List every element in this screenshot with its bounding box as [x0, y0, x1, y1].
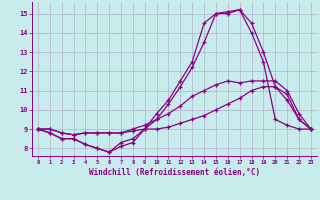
X-axis label: Windchill (Refroidissement éolien,°C): Windchill (Refroidissement éolien,°C) — [89, 168, 260, 177]
